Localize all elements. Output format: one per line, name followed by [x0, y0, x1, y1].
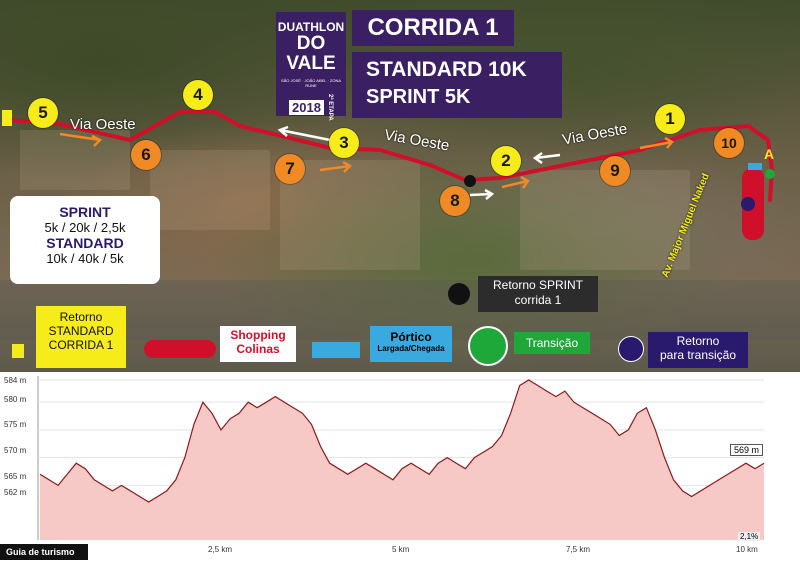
urban-area [280, 160, 420, 270]
y-tick-label: 580 m [4, 395, 27, 404]
return-arrows [277, 125, 331, 142]
standard-label: STANDARD [46, 235, 124, 251]
return-arrows [639, 136, 674, 150]
grade-badge: 2,1% [738, 532, 761, 541]
portico-marker [748, 163, 762, 170]
standard-values: 10k / 40k / 5k [46, 251, 124, 266]
urban-area [520, 170, 690, 270]
logo-small: SÃO JOSÉ · JOÃO ABEL · ZONA RUNE [280, 78, 342, 88]
marker-7: 7 [275, 154, 305, 184]
legend-retorno-standard-swatch [12, 344, 24, 358]
map-source-label: Guia de turismo [0, 544, 88, 560]
format-sprint: SPRINT 5K [366, 86, 471, 108]
return-arrows [469, 188, 495, 200]
marker-5: 5 [28, 98, 58, 128]
legend-retorno-sprint-swatch [448, 283, 470, 305]
marker-3: 3 [329, 128, 359, 158]
legend-transicao-swatch [468, 326, 508, 366]
legend-retorno-standard: Retorno STANDARD CORRIDA 1 [36, 306, 126, 368]
urban-area [20, 130, 130, 190]
return-arrows [501, 175, 530, 189]
legend-portico: Pórtico Largada/Chegada [370, 326, 452, 362]
retorno-transicao-marker [741, 197, 755, 211]
legend-retorno-transicao-swatch [618, 336, 644, 362]
marker-9: 9 [600, 156, 630, 186]
current-elevation-badge: 569 m [730, 444, 764, 456]
marker-4: 4 [183, 80, 213, 110]
marker-8: 8 [440, 186, 470, 216]
retorno-sprint-marker [464, 175, 476, 187]
y-tick-label: 565 m [4, 472, 27, 481]
x-tick-label: 5 km [392, 545, 410, 554]
race-formats: STANDARD 10K SPRINT 5K [352, 52, 562, 118]
logo-line1: DUATHLON [277, 20, 345, 34]
legend-shopping: Shopping Colinas [220, 326, 296, 362]
marker-2: 2 [491, 146, 521, 176]
x-tick-label: 7,5 km [566, 545, 591, 554]
sprint-values: 5k / 20k / 2,5k [44, 220, 126, 235]
legend-retorno-transicao: Retorno para transição [648, 332, 748, 368]
marker-10: 10 [714, 128, 744, 158]
logo-line2: DO VALE [286, 33, 336, 74]
legend-transicao: Transição [514, 332, 590, 354]
y-tick-label: 575 m [4, 420, 27, 429]
route-map: DUATHLON DO VALE SÃO JOSÉ · JOÃO ABEL · … [0, 0, 800, 372]
elevation-chart [37, 376, 765, 540]
legend-portico-sub: Largada/Chegada [377, 344, 445, 353]
legend-portico-title: Pórtico [390, 330, 432, 344]
sprint-label: SPRINT [59, 204, 111, 220]
route-layer [2, 110, 775, 240]
legend-shopping-swatch [144, 340, 216, 358]
logo-year: 2018 [289, 99, 324, 115]
x-tick-label: 2,5 km [208, 545, 233, 554]
return-arrows [59, 132, 103, 147]
y-tick-label: 570 m [4, 446, 27, 455]
marker-1: 1 [655, 104, 685, 134]
y-tick-label: 584 m [4, 376, 27, 385]
y-tick-label: 562 m [4, 488, 27, 497]
retorno-standard-marker [2, 110, 12, 126]
elevation-profile: 584 m 580 m 575 m 570 m 565 m 562 m 2,5 … [0, 372, 800, 563]
legend-portico-swatch [312, 342, 360, 358]
return-arrows [532, 151, 561, 165]
legend-retorno-sprint: Retorno SPRINT corrida 1 [478, 276, 598, 312]
page-title: CORRIDA 1 [352, 10, 514, 46]
return-arrows [319, 160, 353, 173]
route-path [6, 110, 775, 202]
elevation-line [39, 379, 765, 503]
marker-6: 6 [131, 140, 161, 170]
event-logo: DUATHLON DO VALE SÃO JOSÉ · JOÃO ABEL · … [276, 12, 346, 121]
transition-marker [765, 169, 775, 179]
urban-area [150, 150, 270, 230]
x-tick-label: 10 km [736, 545, 758, 554]
map-letter-marker: A [764, 146, 775, 162]
format-standard: STANDARD 10K [366, 58, 527, 81]
distances-card: SPRINT 5k / 20k / 2,5k STANDARD 10k / 40… [10, 196, 160, 284]
elevation-area [40, 380, 764, 540]
road-label-via-oeste: Via Oeste [70, 116, 136, 133]
logo-stage: 2ª ETAPA [326, 94, 333, 121]
